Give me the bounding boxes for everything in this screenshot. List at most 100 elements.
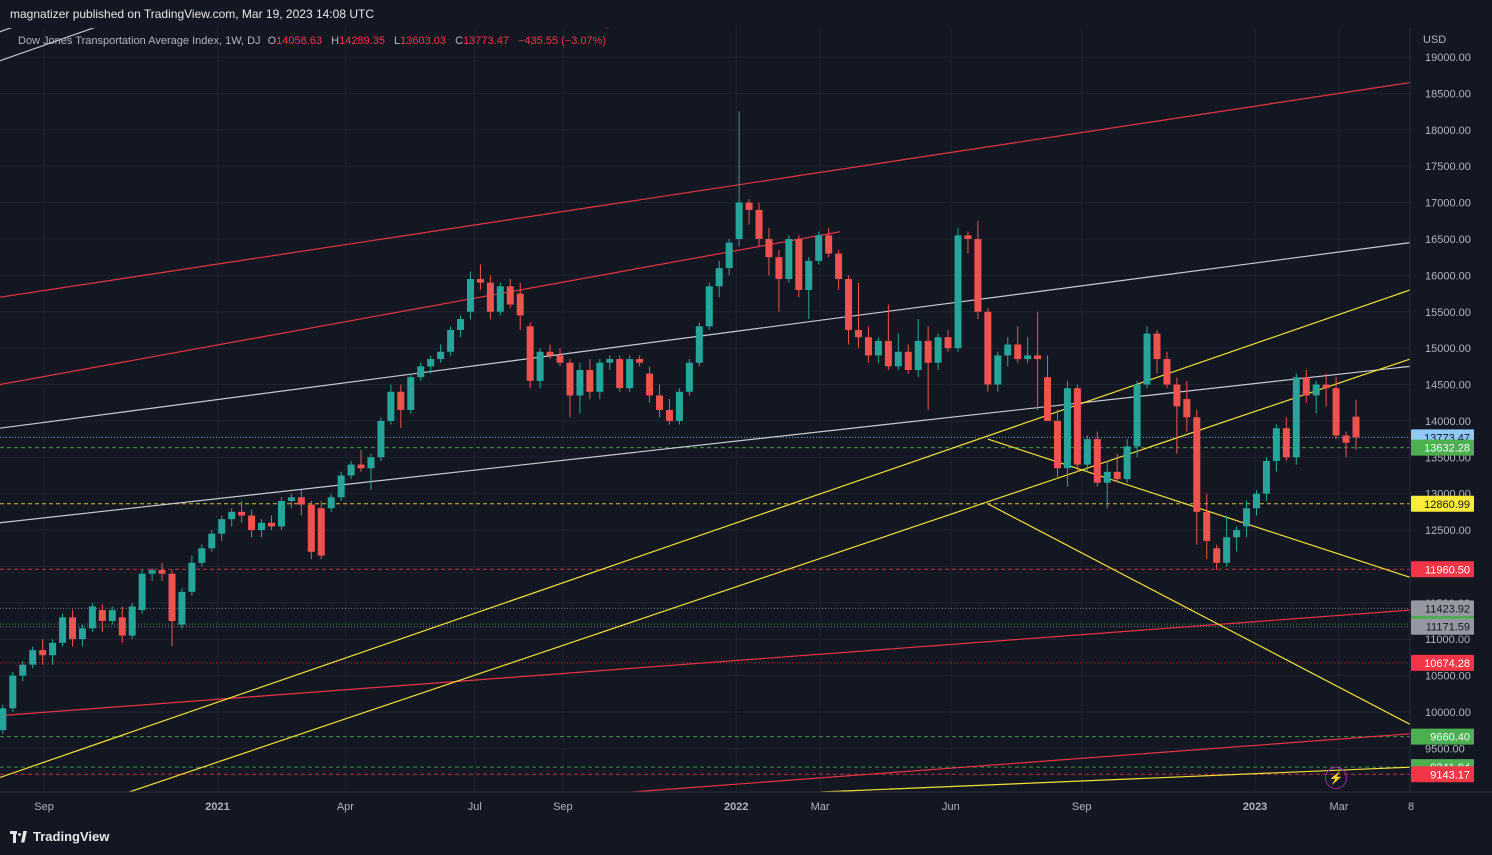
candle [486, 275, 494, 320]
candle-body [39, 650, 47, 656]
time-axis[interactable] [0, 792, 1492, 820]
candle-body [307, 504, 315, 552]
candle [1014, 326, 1022, 363]
candle [1163, 351, 1171, 389]
tradingview-brand: TradingView [33, 829, 110, 844]
candle-body [735, 202, 743, 240]
candle [924, 326, 932, 410]
candle [735, 111, 743, 247]
candle-body [1252, 493, 1260, 509]
candle [447, 326, 455, 356]
candle-body [0, 708, 7, 731]
candle [835, 249, 843, 290]
candle-body [347, 464, 355, 476]
candle [1034, 311, 1042, 410]
candle-body [556, 355, 564, 363]
time-tick: 2021 [205, 801, 229, 813]
price-chart[interactable]: 9500.0010000.0010500.0011000.0011500.001… [0, 28, 1492, 820]
candle [994, 351, 1002, 392]
candle [586, 359, 594, 400]
candle [437, 344, 445, 363]
candle-body [29, 650, 37, 665]
candle [725, 239, 733, 276]
candle [506, 279, 514, 309]
price-tick: 14500.00 [1425, 380, 1471, 392]
candle-body [1103, 471, 1111, 483]
channel-white-upper [0, 28, 96, 62]
candle [108, 606, 116, 625]
candle-body [1302, 377, 1310, 396]
candle-body [277, 500, 285, 527]
candle-body [934, 337, 942, 363]
candle-body [417, 366, 425, 378]
candle-body [656, 395, 664, 410]
grid [0, 28, 1410, 792]
candle-body [1223, 537, 1231, 563]
candle [118, 606, 126, 643]
candle [198, 544, 206, 567]
candle-body [636, 359, 644, 363]
candle [19, 661, 27, 682]
candle-body [616, 359, 624, 389]
candle-body [516, 293, 524, 316]
channel-red-lower-2 [249, 733, 1411, 820]
candle [1004, 337, 1012, 367]
price-label: 9660.40 [1430, 732, 1470, 744]
candle-body [1054, 420, 1061, 469]
candle-body [1093, 439, 1101, 483]
candle-body [98, 610, 106, 622]
candle [29, 646, 37, 669]
candle [626, 355, 634, 392]
price-tick: 11000.00 [1425, 634, 1470, 646]
price-tick: 19000.00 [1425, 52, 1471, 64]
candle [765, 228, 773, 276]
price-label-box [1411, 600, 1474, 617]
candle-body [1292, 377, 1300, 458]
candle-body [606, 359, 614, 363]
candle [685, 359, 693, 396]
candle-body [626, 359, 634, 389]
candle-body [954, 235, 962, 349]
candle-body [466, 279, 474, 312]
candle-body [437, 351, 445, 360]
candle [68, 610, 76, 647]
candle [138, 570, 146, 614]
candle-body [447, 329, 455, 352]
price-label-box [1411, 561, 1474, 578]
candle-body [805, 260, 813, 290]
candle [287, 493, 295, 509]
candle [78, 624, 86, 647]
candle-body [725, 242, 733, 269]
candle-body [685, 362, 693, 392]
change-value: −435.55 (−3.07%) [518, 35, 607, 47]
candle [1213, 544, 1221, 571]
low-value: 13603.03 [400, 35, 447, 47]
candle-body [835, 253, 843, 280]
candle [864, 326, 872, 363]
candle [1342, 431, 1350, 458]
candle-body [506, 286, 514, 305]
candle-body [1113, 471, 1121, 480]
candle-body [745, 202, 753, 210]
tradingview-logo[interactable]: TradingView [10, 829, 109, 844]
candle-body [825, 235, 833, 254]
candle [39, 639, 47, 665]
candle-body [904, 351, 912, 370]
candle [218, 515, 226, 541]
candle-body [864, 337, 872, 356]
candle-body [9, 675, 17, 709]
candle-body [208, 533, 216, 549]
price-tick: 16500.00 [1425, 234, 1471, 246]
candle-body [68, 617, 76, 640]
trend-yellow-1 [0, 289, 1411, 779]
channel-red-mid [0, 231, 841, 386]
lightning-icon[interactable]: ⚡ [1325, 767, 1347, 789]
low-label: L [394, 35, 401, 47]
candle [884, 304, 892, 370]
candle [616, 355, 624, 392]
candle-body [158, 570, 166, 574]
candle [397, 384, 405, 429]
close-label: C [455, 35, 464, 47]
candle [745, 198, 753, 225]
candle [556, 348, 564, 367]
